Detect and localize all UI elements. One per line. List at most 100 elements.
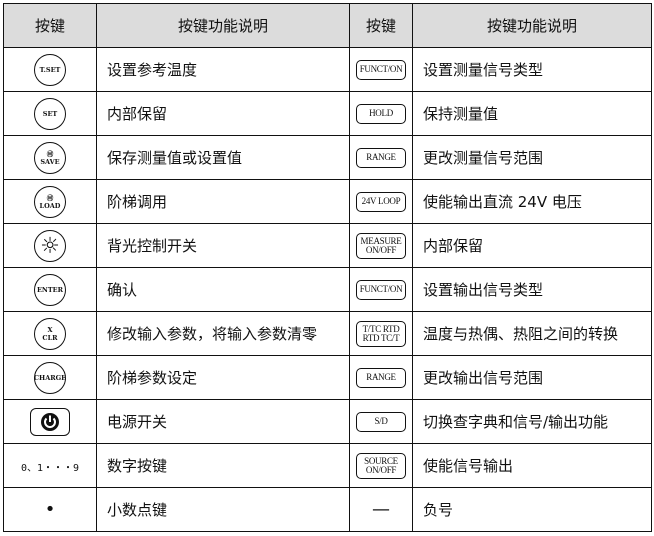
key-label-line: ENTER xyxy=(36,285,64,294)
table-row: ENTER 确认 FUNCT/ON 设置输出信号类型 xyxy=(3,267,652,312)
hold-key-icon: HOLD xyxy=(356,103,406,124)
key-cell: Ⓜ SAVE xyxy=(3,135,97,180)
key-label-line: T/TC RTD xyxy=(362,323,400,334)
left-description: 阶梯调用 xyxy=(96,179,350,224)
key-label-line: SAVE xyxy=(40,157,60,166)
header-desc-1: 按键功能说明 xyxy=(96,3,350,48)
charge-key-icon: CHARGE xyxy=(34,361,66,394)
table-row: 电源开关 S/D 切换查字典和信号/输出功能 xyxy=(3,399,652,444)
key-cell: X CLR xyxy=(3,311,97,356)
24v-loop-key-icon: 24V LOOP xyxy=(356,191,406,212)
left-description: 修改输入参数，将输入参数清零 xyxy=(96,311,350,356)
key-label-line: SET xyxy=(42,109,58,118)
left-description: 小数点键 xyxy=(96,487,350,532)
key-cell: ENTER xyxy=(3,267,97,312)
table-row: SET 内部保留 HOLD 保持测量值 xyxy=(3,91,652,136)
key-label-line: 24V LOOP xyxy=(361,196,401,206)
key-label-line: LOAD xyxy=(39,201,61,210)
key-cell: • xyxy=(3,487,97,532)
table-row: CHARGE 阶梯参数设定 RANGE 更改输出信号范围 xyxy=(3,355,652,400)
left-description: 阶梯参数设定 xyxy=(96,355,350,400)
key-label-line: X xyxy=(47,325,53,334)
right-description: 内部保留 xyxy=(412,223,652,268)
header-key-2: 按键 xyxy=(349,3,413,48)
right-description: 负号 xyxy=(412,487,652,532)
key-label-line: CLR xyxy=(42,333,58,342)
table-row: 0、1・・・9 数字按键 SOURCE ON/OFF 使能信号输出 xyxy=(3,443,652,488)
m-save-key-icon: Ⓜ SAVE xyxy=(34,141,66,174)
measure-on-off-key-icon: MEASURE ON/OFF xyxy=(356,232,406,259)
right-description: 使能信号输出 xyxy=(412,443,652,488)
enter-key-icon: ENTER xyxy=(34,273,66,306)
table-row: • 小数点键 — 负号 xyxy=(3,487,652,532)
key-cell: RANGE xyxy=(349,355,413,400)
key-label-line: RANGE xyxy=(366,152,396,162)
key-label-line: RANGE xyxy=(366,372,396,382)
key-cell: 24V LOOP xyxy=(349,179,413,224)
left-description: 背光控制开关 xyxy=(96,223,350,268)
header-key-1: 按键 xyxy=(3,3,97,48)
range-key-icon: RANGE xyxy=(356,367,406,388)
key-cell: S/D xyxy=(349,399,413,444)
range-key-icon: RANGE xyxy=(356,147,406,168)
key-cell: Ⓜ LOAD xyxy=(3,179,97,224)
key-cell: 0、1・・・9 xyxy=(3,443,97,488)
decimal-point-key-icon: • xyxy=(45,499,56,520)
left-description: 内部保留 xyxy=(96,91,350,136)
left-description: 保存测量值或设置值 xyxy=(96,135,350,180)
key-cell: CHARGE xyxy=(3,355,97,400)
t-tc-rtd-key-icon: T/TC RTD RTD TC/T xyxy=(356,320,406,347)
s-d-key-icon: S/D xyxy=(356,411,406,432)
key-cell xyxy=(3,399,97,444)
key-cell: HOLD xyxy=(349,91,413,136)
key-label-line: SOURCE xyxy=(364,455,398,466)
right-description: 设置测量信号类型 xyxy=(412,47,652,92)
table-row: Ⓜ LOAD 阶梯调用 24V LOOP 使能输出直流 24V 电压 xyxy=(3,179,652,224)
key-label-line: ON/OFF xyxy=(365,464,397,475)
right-description: 温度与热偶、热阻之间的转换 xyxy=(412,311,652,356)
right-description: 使能输出直流 24V 电压 xyxy=(412,179,652,224)
key-cell: T/TC RTD RTD TC/T xyxy=(349,311,413,356)
header-desc-2: 按键功能说明 xyxy=(412,3,652,48)
key-cell: ☼ xyxy=(3,223,97,268)
key-label-line: RTD TC/T xyxy=(362,332,400,343)
power-icon xyxy=(30,407,70,436)
left-description: 数字按键 xyxy=(96,443,350,488)
right-description: 更改测量信号范围 xyxy=(412,135,652,180)
key-label-line: — xyxy=(372,499,390,520)
key-label-line: T.SET xyxy=(39,65,61,74)
key-cell: — xyxy=(349,487,413,532)
key-cell: SET xyxy=(3,91,97,136)
m-load-key-icon: Ⓜ LOAD xyxy=(34,185,66,218)
table-row: X CLR 修改输入参数，将输入参数清零 T/TC RTD RTD TC/T 温度与热偶、… xyxy=(3,311,652,356)
key-label-line: MEASURE xyxy=(360,235,402,246)
key-label-line: Ⓜ xyxy=(46,193,54,202)
key-function-table: 按键 按键功能说明 按键 按键功能说明 T.SET 设置参考温度 FUNCT/ON 设… xyxy=(3,3,652,532)
key-label-line: • xyxy=(44,499,56,520)
right-description: 切换查字典和信号/输出功能 xyxy=(412,399,652,444)
key-label-line: S/D xyxy=(374,416,388,426)
key-label-line: FUNCT/ON xyxy=(359,64,403,74)
key-label-line: ON/OFF xyxy=(365,244,397,255)
table-row: T.SET 设置参考温度 FUNCT/ON 设置测量信号类型 xyxy=(3,47,652,92)
left-description: 确认 xyxy=(96,267,350,312)
right-description: 设置输出信号类型 xyxy=(412,267,652,312)
key-label-line: HOLD xyxy=(369,108,393,118)
table-header-row: 按键 按键功能说明 按键 按键功能说明 xyxy=(3,3,652,48)
table-row: Ⓜ SAVE 保存测量值或设置值 RANGE 更改测量信号范围 xyxy=(3,135,652,180)
minus-key-icon: — xyxy=(372,499,390,520)
key-label-line: FUNCT/ON xyxy=(359,284,403,294)
digit-keys-label: 0、1・・・9 xyxy=(21,463,79,474)
key-label-line: Ⓜ xyxy=(46,149,54,158)
key-label-line: 0、1・・・9 xyxy=(20,462,80,474)
key-label-line: ☼ xyxy=(40,232,60,259)
clear-key-icon: X CLR xyxy=(34,317,66,350)
funct-on-key-icon: FUNCT/ON xyxy=(356,59,406,80)
key-cell: FUNCT/ON xyxy=(349,267,413,312)
funct-on-key-icon: FUNCT/ON xyxy=(356,279,406,300)
source-on-off-key-icon: SOURCE ON/OFF xyxy=(356,452,406,479)
backlight-sun-icon: ☼ xyxy=(34,229,66,262)
left-description: 设置参考温度 xyxy=(96,47,350,92)
tset-key-icon: T.SET xyxy=(34,53,66,86)
table-row: ☼ 背光控制开关 MEASURE ON/OFF 内部保留 xyxy=(3,223,652,268)
